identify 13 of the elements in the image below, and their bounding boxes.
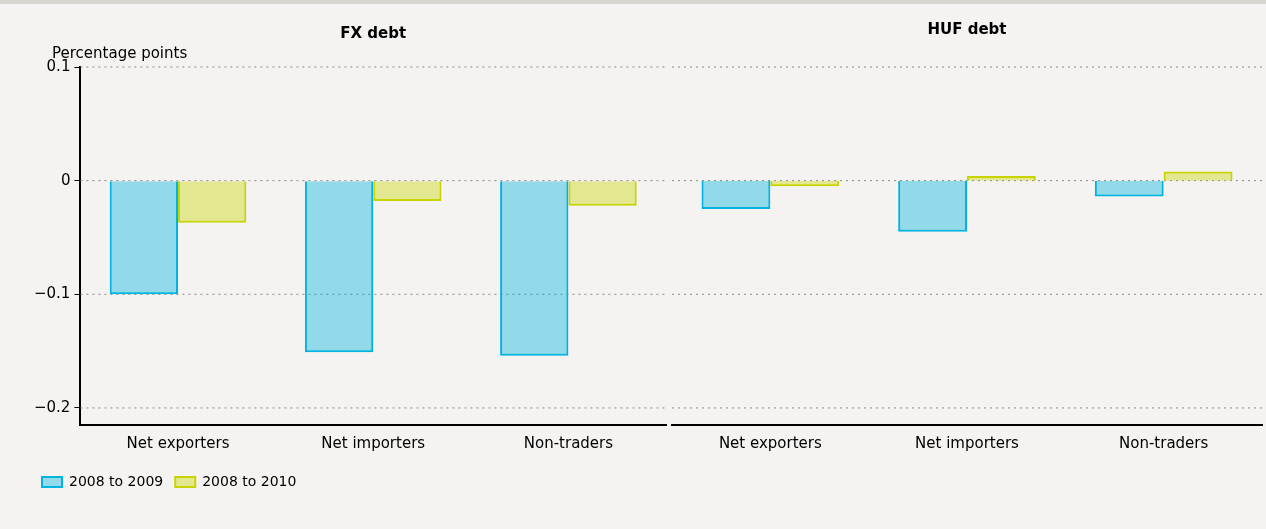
chart-title: FX debt [340, 23, 407, 42]
chart-title: HUF debt [927, 20, 1007, 38]
legend-label: 2008 to 2009 [69, 472, 164, 489]
x-tick-label: Net importers [915, 433, 1020, 452]
y-tick-label: 0 [60, 170, 71, 189]
x-tick-label: Non-traders [1119, 433, 1209, 452]
y-tick-label: −0.1 [33, 284, 71, 303]
y-tick-label: −0.2 [33, 397, 71, 416]
x-tick-label: Net exporters [718, 433, 822, 452]
x-tick-label: Net importers [321, 433, 426, 452]
legend-label: 2008 to 2010 [202, 472, 297, 489]
x-tick-label: Net exporters [126, 433, 230, 452]
x-tick-label: Non-traders [523, 433, 614, 452]
